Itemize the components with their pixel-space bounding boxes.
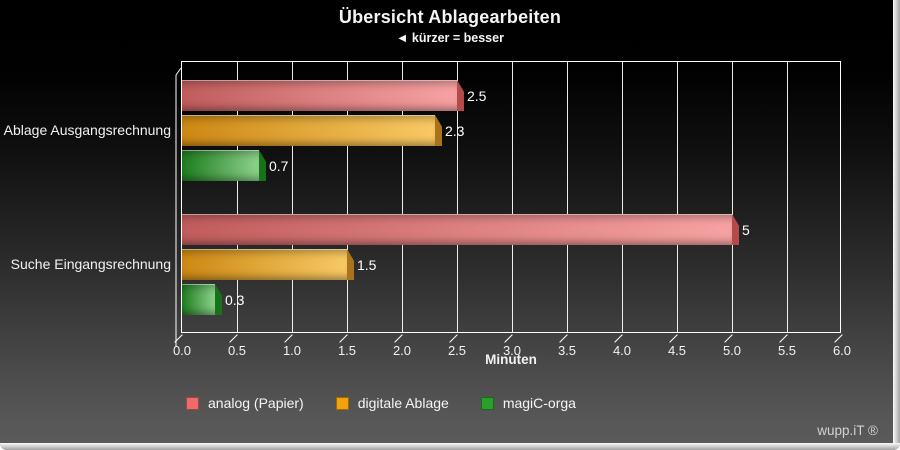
x-tick-label: 3.5 [557,343,577,358]
gridline [457,62,458,332]
x-tick-label: 5.5 [777,343,797,358]
bar-value-label: 1.5 [357,256,377,273]
panel-bevel-bottom [0,443,900,450]
x-axis-title: Minuten [485,352,537,367]
gridline [677,62,678,332]
gridline [512,62,513,332]
chart-subtitle: ◄ kürzer = besser [396,31,504,45]
gridline [732,62,733,332]
legend-swatch [480,396,494,410]
category-label: Ablage Ausgangsrechnung [3,121,171,138]
x-axis-tick [669,334,678,343]
x-tick-label: 0.5 [227,343,247,358]
x-tick-label: 1.5 [337,343,357,358]
legend-item: analog (Papier) [186,395,304,411]
legend-label: magiC-orga [502,395,576,411]
gridline [292,62,293,332]
x-axis-tick [614,334,623,343]
bar-magic-orga: 0.3 [182,284,244,315]
x-axis-tick [229,334,238,343]
legend-item: magiC-orga [480,395,576,411]
x-axis-tick [834,334,843,343]
x-axis-tick [284,334,293,343]
x-axis-tick [724,334,733,343]
x-tick-label: 4.5 [667,343,687,358]
x-tick-label: 2.5 [447,343,467,358]
x-tick-label: 3.0 [502,343,522,358]
legend-label: digitale Ablage [357,395,449,411]
x-tick-label: 0.0 [172,343,192,358]
x-axis-tick [339,334,348,343]
x-axis-tick [779,334,788,343]
bar-magic-orga: 0.7 [182,150,288,181]
bar-value-label: 2.5 [467,87,487,104]
gridline [567,62,568,332]
bar-value-label: 0.7 [269,157,289,174]
legend-item: digitale Ablage [335,395,449,411]
bar-digitale-ablage: 2.3 [182,115,464,146]
gridline [622,62,623,332]
legend-swatch [335,396,349,410]
watermark: wupp.iT ® [817,423,878,438]
legend-label: analog (Papier) [208,395,304,411]
x-tick-label: 1.0 [282,343,302,358]
x-axis-tick [449,334,458,343]
category-label: Suche Eingangsrechnung [10,255,171,272]
bar-analog-papier-: 5 [182,214,750,245]
bar-digitale-ablage: 1.5 [182,249,376,280]
chart-title: Übersicht Ablagearbeiten [338,7,562,27]
bar-value-label: 0.3 [225,291,245,308]
x-axis-tick [559,334,568,343]
gridline [787,62,788,332]
title-block: Übersicht Ablagearbeiten ◄ kürzer = bess… [0,7,900,45]
legend-swatch [186,396,199,410]
bar-analog-papier-: 2.5 [182,80,486,111]
gridline [237,62,238,332]
x-tick-label: 2.0 [392,343,412,358]
x-tick-label: 6.0 [832,343,852,358]
panel-bevel-right [893,0,900,450]
x-tick-label: 4.0 [612,343,632,358]
legend: analog (Papier) digitale Ablage magiC-orga [186,395,576,411]
plot-area: 0.0 0.5 1.0 1.5 2.0 2.5 3.0 3.5 4.0 4.5 5.0 5.5 6.0 2… [173,61,851,358]
bar-value-label: 2.3 [445,122,465,139]
x-tick-label: 5.0 [722,343,742,358]
bar-value-label: 5 [742,221,750,238]
gridline [347,62,348,332]
gridline [402,62,403,332]
axis-3d-wall [175,67,182,347]
x-axis-tick [504,334,513,343]
x-axis-tick [394,334,403,343]
